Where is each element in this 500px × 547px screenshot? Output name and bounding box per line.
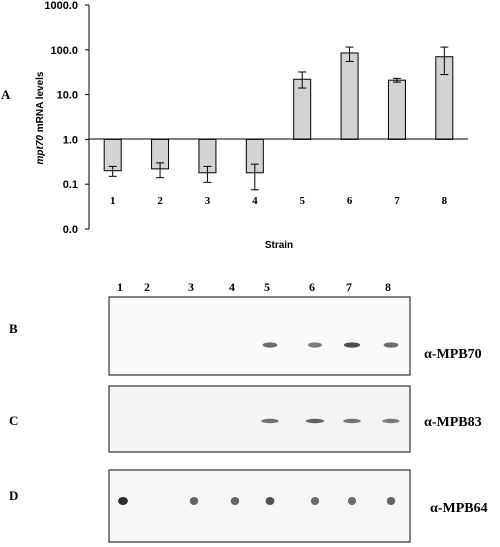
lane-number: 7 — [346, 280, 352, 294]
y-tick-label: 10.0 — [57, 90, 78, 102]
blot-band — [305, 418, 325, 424]
blot-band — [230, 497, 240, 505]
lane-number: 1 — [117, 280, 123, 294]
x-category-label: 8 — [442, 195, 448, 207]
x-category-label: 4 — [252, 195, 258, 207]
blot-c-membrane — [108, 385, 411, 453]
panel-label-a: A — [1, 87, 11, 102]
x-category-label: 3 — [205, 195, 211, 207]
x-category-label: 6 — [347, 195, 353, 207]
lane-number: 3 — [188, 280, 194, 294]
x-category-label: 7 — [394, 195, 400, 207]
blot-band — [343, 342, 361, 348]
blot-band — [383, 342, 399, 348]
blot-band — [265, 497, 275, 505]
panel-label-d: D — [9, 488, 18, 503]
blot-c-bands — [261, 418, 400, 424]
bar — [387, 79, 406, 140]
lane-number: 4 — [229, 280, 235, 294]
lane-number: 2 — [144, 280, 150, 294]
error-bars — [108, 46, 449, 191]
x-axis-title: Strain — [265, 240, 293, 251]
y-tick-label: 0.0 — [63, 224, 78, 236]
blot-band — [382, 418, 400, 424]
blot-d-bands — [118, 497, 396, 505]
blot-band — [343, 418, 361, 424]
blot-band — [118, 497, 128, 505]
y-axis-ticks: 0.0 0.1 1.0 10.0 100.0 1000.0 — [44, 0, 89, 236]
x-category-labels: 1 2 3 4 5 6 7 8 — [110, 195, 448, 207]
blot-band — [261, 418, 279, 424]
x-category-label: 2 — [157, 195, 163, 207]
bar — [340, 52, 359, 140]
lane-number: 5 — [264, 280, 270, 294]
panel-label-c: C — [9, 413, 18, 428]
blot-band — [262, 342, 278, 348]
blot-b-bands — [262, 342, 399, 348]
blot-band — [310, 497, 320, 505]
blot-band — [189, 497, 199, 505]
blot-band — [386, 497, 396, 505]
blot-b-membrane — [108, 296, 411, 376]
y-tick-label: 1.0 — [63, 134, 78, 146]
antibody-label-d: α-MPB64 — [430, 501, 488, 516]
y-tick-label: 1000.0 — [44, 0, 78, 12]
y-axis-title: mpt70 mRNA levels — [35, 71, 46, 164]
antibody-label-c: α-MPB83 — [424, 415, 482, 430]
x-category-label: 5 — [299, 195, 305, 207]
bar-series — [103, 52, 454, 174]
x-category-label: 1 — [110, 195, 116, 207]
lane-labels: 1 2 3 4 5 6 7 8 — [117, 280, 391, 294]
lane-number: 8 — [385, 280, 391, 294]
panel-label-b: B — [9, 321, 18, 336]
blot-band — [347, 497, 357, 505]
antibody-label-b: α-MPB70 — [424, 347, 482, 362]
y-tick-label: 100.0 — [50, 45, 78, 57]
y-tick-label: 0.1 — [63, 179, 78, 191]
lane-number: 6 — [309, 280, 315, 294]
blot-band — [307, 342, 323, 348]
blot-d-membrane — [108, 469, 411, 543]
